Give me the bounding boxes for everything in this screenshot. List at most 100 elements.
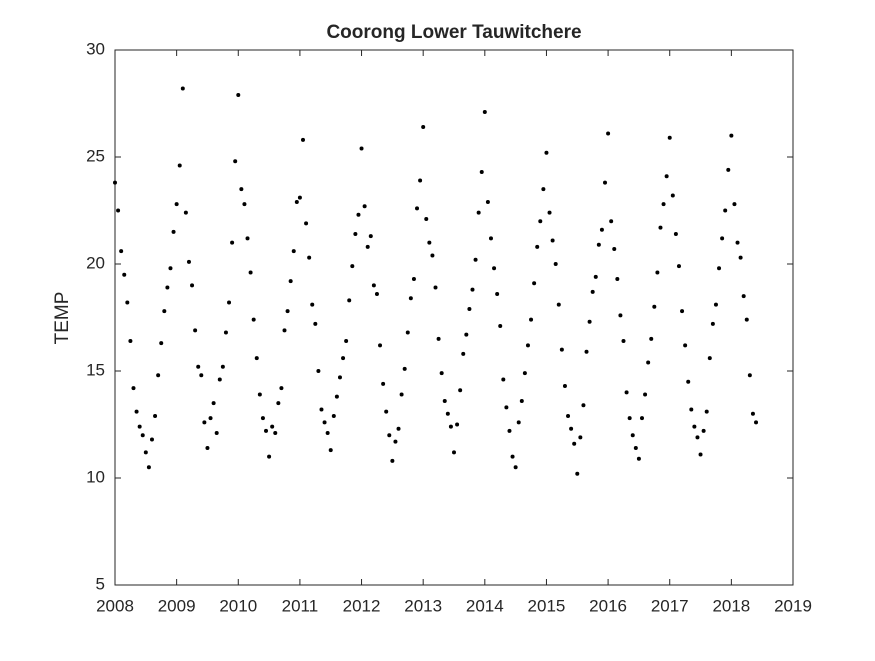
point	[304, 221, 309, 226]
point	[193, 328, 198, 333]
point	[153, 413, 158, 418]
point	[519, 398, 524, 403]
point	[593, 274, 598, 279]
point	[710, 321, 715, 326]
point	[378, 343, 383, 348]
point	[402, 366, 407, 371]
point	[452, 450, 456, 455]
point	[183, 210, 188, 215]
point	[698, 452, 703, 457]
point	[113, 180, 117, 185]
x-tick-label: 2017	[651, 596, 689, 615]
point	[615, 276, 620, 281]
point	[137, 424, 142, 429]
point	[479, 169, 484, 174]
point	[248, 270, 253, 275]
point	[726, 167, 731, 172]
point	[381, 381, 386, 386]
point	[186, 259, 191, 264]
point	[331, 413, 336, 418]
point	[421, 125, 426, 130]
point	[683, 343, 688, 348]
point	[427, 240, 432, 245]
point	[646, 360, 651, 365]
point	[424, 217, 429, 222]
point	[618, 313, 623, 318]
point	[664, 174, 669, 179]
point	[513, 465, 518, 470]
point	[590, 289, 595, 294]
x-tick-label: 2008	[96, 596, 134, 615]
point	[741, 294, 746, 299]
point	[251, 317, 256, 322]
point	[630, 433, 635, 438]
point	[461, 351, 466, 356]
point	[649, 336, 654, 341]
point	[208, 416, 213, 421]
y-tick-label: 10	[86, 467, 105, 486]
point	[464, 332, 469, 337]
point	[233, 159, 238, 164]
point	[729, 133, 734, 138]
point	[227, 300, 232, 305]
point	[254, 356, 259, 361]
point	[689, 407, 694, 412]
point	[236, 92, 241, 97]
point	[211, 401, 216, 406]
point	[473, 257, 478, 262]
point	[661, 202, 666, 207]
point	[550, 238, 555, 243]
point	[134, 409, 139, 414]
x-tick-label: 2012	[343, 596, 381, 615]
point	[754, 420, 759, 425]
point	[559, 347, 564, 352]
point	[359, 146, 364, 151]
point	[239, 187, 244, 192]
point	[492, 266, 497, 271]
point	[430, 253, 435, 258]
point	[199, 373, 204, 378]
x-tick-label: 2018	[712, 596, 750, 615]
point	[532, 281, 537, 286]
point	[433, 285, 438, 290]
point	[544, 150, 549, 155]
point	[177, 163, 182, 168]
point	[676, 264, 681, 269]
point	[584, 349, 589, 354]
point	[270, 424, 275, 429]
point	[260, 416, 265, 421]
point	[146, 465, 151, 470]
point	[362, 204, 367, 209]
point	[522, 371, 527, 376]
point	[245, 236, 250, 241]
point	[316, 369, 321, 373]
point	[501, 377, 506, 382]
point	[578, 435, 583, 440]
x-tick-label: 2011	[282, 596, 319, 615]
point	[556, 302, 561, 307]
point	[510, 454, 515, 459]
y-axis-label: TEMP	[52, 292, 73, 345]
point	[636, 456, 641, 461]
point	[396, 426, 401, 431]
point	[285, 309, 290, 314]
point	[350, 264, 355, 269]
point	[365, 244, 370, 249]
point	[488, 236, 493, 241]
point	[587, 319, 592, 324]
point	[541, 187, 546, 192]
point	[297, 195, 302, 200]
point	[606, 131, 611, 136]
point	[627, 416, 632, 421]
point	[220, 364, 225, 369]
point	[159, 341, 164, 346]
point	[667, 135, 672, 140]
point	[603, 180, 608, 185]
y-tick-label: 20	[86, 253, 105, 272]
point	[399, 392, 404, 397]
x-tick-label: 2013	[404, 596, 442, 615]
point	[122, 272, 127, 277]
point	[242, 202, 247, 207]
